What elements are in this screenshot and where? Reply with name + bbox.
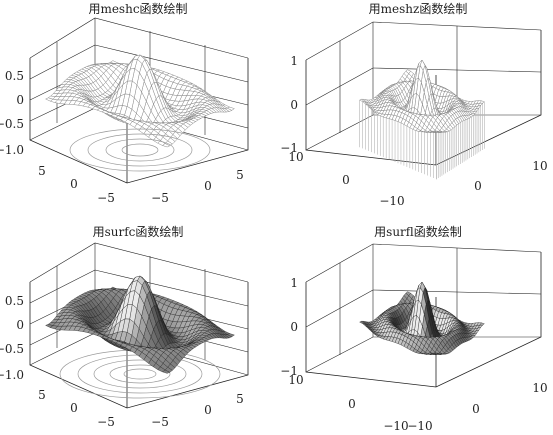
z-tick-label: −0.5 [0,117,24,131]
x-tick-label: 0 [204,179,212,193]
y-tick-label: 5 [38,164,46,178]
x-tick-label: 10 [532,381,547,395]
y-tick-label: −5 [97,415,115,429]
y-tick-label: −10 [383,419,408,433]
z-tick-label: −1.0 [0,143,24,157]
x-tick-label: 0 [472,402,480,416]
y-tick-label: −10 [379,194,404,208]
y-tick-label: 0 [70,177,78,191]
x-tick-label: 5 [236,168,244,182]
panel-title: 用meshz函数绘制 [369,1,468,16]
surface-mesh [359,281,485,355]
z-tick-label: 0 [290,320,298,334]
panel-surfl: 用surfl函数绘制 1 0 −1 10 0 −10 −10 0 10 [280,224,547,433]
x-tick-label: −5 [151,191,169,205]
panel-title: 用surfl函数绘制 [374,224,462,239]
y-tick-label: 10 [288,373,303,387]
z-tick-label: 0.5 [5,294,24,308]
x-tick-label: −10 [407,419,432,433]
surface-patch [359,98,366,102]
z-tick-label: 0.5 [5,69,24,83]
y-tick-label: 0 [70,401,78,415]
z-tick-label: −1.0 [0,368,24,382]
x-tick-label: 5 [236,392,244,406]
z-tick-label: 1 [290,54,298,68]
z-tick-label: −1 [280,364,298,378]
z-tick-label: 0 [16,318,24,332]
surface-mesh [45,275,235,374]
panel-surfc: 用surfc函数绘制 0.5 0 −0.5 −1.0 [0,224,249,429]
x-tick-label: −5 [151,415,169,429]
x-tick-label: 0 [474,179,482,193]
axis-box [305,243,542,388]
z-tick-label: 0 [16,93,24,107]
contour-rings [69,128,211,172]
y-tick-label: −5 [97,191,115,205]
z-tick-label: 0 [290,98,298,112]
panel-title: 用meshc函数绘制 [88,1,187,16]
x-tick-label: 0 [204,403,212,417]
panel-meshz: 用meshz函数绘制 1 0 −1 10 0 −10 0 10 [280,1,547,208]
surface-patch [359,320,365,324]
z-tick-label: −1 [280,141,298,155]
panel-title: 用surfc函数绘制 [93,224,184,239]
y-tick-label: 10 [288,150,303,164]
z-tick-label: 1 [290,276,298,290]
y-tick-label: 5 [38,388,46,402]
surface-mesh [359,59,485,180]
panel-meshc: 用meshc函数绘制 0.5 0 −0.5 −1.0 5 [0,1,249,205]
y-tick-label: 0 [348,397,356,411]
x-tick-label: 10 [532,159,547,173]
surface-mesh [45,54,235,148]
z-tick-label: −0.5 [0,342,24,356]
surface-patch [45,97,54,102]
surface-patch [45,324,54,328]
y-tick-label: 0 [342,173,350,187]
